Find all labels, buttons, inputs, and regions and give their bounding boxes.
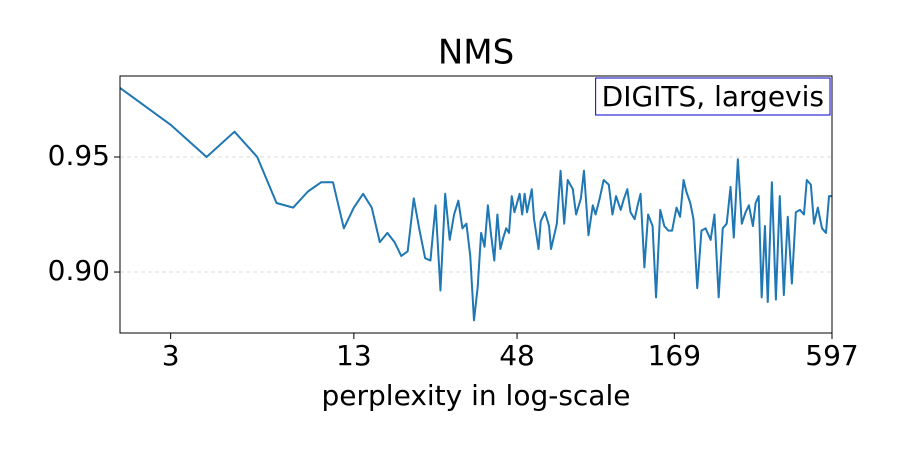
x-tick-label: 169 bbox=[648, 339, 701, 372]
annotation-frame bbox=[595, 77, 831, 116]
y-tick-label: 0.90 bbox=[48, 254, 110, 287]
x-tick-label: 48 bbox=[499, 339, 535, 372]
x-axis-label: perplexity in log-scale bbox=[322, 379, 631, 412]
annotation-box: DIGITS, largevis bbox=[595, 77, 831, 116]
plot-frame bbox=[119, 75, 833, 334]
x-tick-label: 13 bbox=[336, 339, 372, 372]
x-tick-label: 3 bbox=[162, 339, 180, 372]
x-tick-label: 597 bbox=[805, 339, 858, 372]
chart-title: NMS bbox=[438, 33, 514, 73]
annotation: DIGITS, largevis bbox=[602, 80, 824, 113]
data-line bbox=[119, 87, 832, 322]
y-tick-label: 0.95 bbox=[48, 139, 110, 172]
